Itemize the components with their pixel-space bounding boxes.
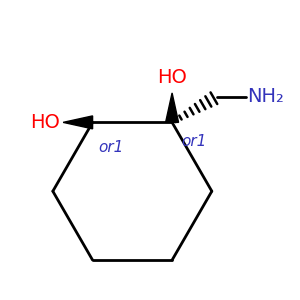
Polygon shape (166, 93, 178, 122)
Text: HO: HO (157, 68, 187, 87)
Text: or1: or1 (181, 134, 206, 149)
Polygon shape (63, 116, 93, 129)
Text: NH₂: NH₂ (248, 87, 284, 106)
Text: HO: HO (30, 113, 60, 132)
Text: or1: or1 (98, 140, 124, 155)
